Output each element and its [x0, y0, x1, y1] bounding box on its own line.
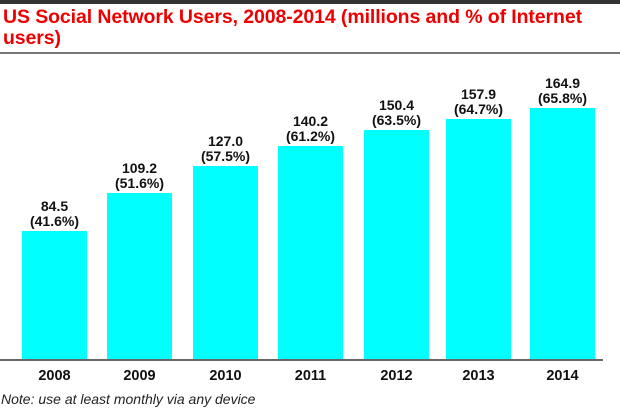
bar-2008 — [22, 231, 87, 359]
bar-data-label: 140.2 (61.2%) — [261, 114, 361, 144]
bar-percent-label: (41.6%) — [29, 213, 80, 229]
top-border — [0, 0, 620, 4]
x-axis-tick-label: 2012 — [380, 368, 413, 384]
bar-data-label: 109.2 (51.6%) — [90, 161, 190, 191]
x-axis-tick-label: 2013 — [462, 368, 495, 384]
bar-value-label: 140.2 — [292, 113, 329, 129]
bar-percent-label: (57.5%) — [200, 148, 251, 164]
bar-data-label: 157.9 (64.7%) — [429, 87, 529, 117]
bar-2014 — [530, 108, 595, 359]
bar-2009 — [107, 193, 172, 359]
x-axis-tick-label: 2014 — [546, 368, 579, 384]
bar-2013 — [446, 119, 511, 359]
bar-data-label: 84.5 (41.6%) — [5, 199, 105, 229]
title-divider — [0, 52, 620, 54]
bar-percent-label: (61.2%) — [285, 128, 336, 144]
footnote: Note: use at least monthly via any devic… — [1, 391, 256, 407]
x-axis-tick-label: 2008 — [38, 368, 71, 384]
bar-percent-label: (51.6%) — [114, 175, 165, 191]
bar-data-label: 127.0 (57.5%) — [176, 134, 276, 164]
chart-title: US Social Network Users, 2008-2014 (mill… — [3, 6, 582, 49]
bar-percent-label: (63.5%) — [371, 112, 422, 128]
bar-percent-label: (64.7%) — [453, 101, 504, 117]
bar-value-label: 157.9 — [460, 86, 497, 102]
bar-data-label: 164.9 (65.8%) — [513, 76, 613, 106]
bar-value-label: 150.4 — [378, 97, 415, 113]
bar-value-label: 109.2 — [121, 160, 158, 176]
bar-value-label: 84.5 — [40, 198, 69, 214]
bar-2012 — [364, 130, 429, 359]
x-axis-tick-label: 2009 — [123, 368, 156, 384]
bar-data-label: 150.4 (63.5%) — [347, 98, 447, 128]
bar-value-label: 164.9 — [544, 75, 581, 91]
bar-2011 — [278, 146, 343, 359]
x-axis-baseline — [0, 359, 603, 361]
bar-2010 — [193, 166, 258, 359]
x-axis-tick-label: 2010 — [209, 368, 242, 384]
bar-percent-label: (65.8%) — [537, 90, 588, 106]
x-axis-tick-label: 2011 — [294, 368, 327, 384]
bar-value-label: 127.0 — [207, 133, 244, 149]
